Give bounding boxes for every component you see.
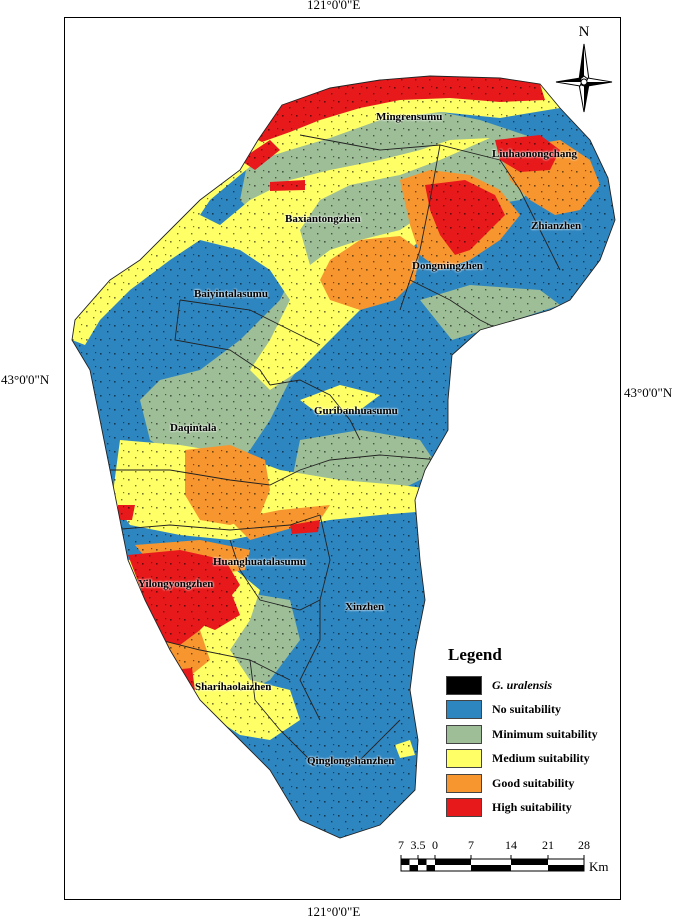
district-boundary: [399, 144, 441, 311]
legend-label: High suitability: [492, 800, 572, 815]
district-boundary: [499, 159, 561, 271]
place-label: Huanghuatalasumu: [213, 556, 306, 568]
district-boundary: [299, 134, 501, 161]
district-boundary: [299, 454, 441, 471]
legend-swatch: [446, 700, 482, 720]
scale-unit: Km: [589, 859, 609, 874]
scale-tick-label: 7: [468, 838, 474, 852]
legend-item: Good suitability: [446, 771, 618, 796]
right-latitude-label: 43°0'0"N: [624, 385, 673, 400]
legend-swatch: [446, 798, 482, 818]
district-boundary: [109, 514, 321, 531]
legend-item: Medium suitability: [446, 747, 618, 772]
place-label: Zhianzhen: [531, 220, 582, 232]
district-boundary: [229, 539, 321, 611]
place-label: Liuhaonongchang: [492, 148, 577, 160]
district-boundary: [269, 379, 361, 441]
legend-swatch: [446, 749, 482, 769]
scale-bar: 7 3.5 0 7 14 21 28 Km: [395, 838, 615, 878]
legend-item: Minimum suitability: [446, 722, 618, 747]
place-label: Qinglongshanzhen: [307, 755, 395, 767]
legend-swatch: [446, 675, 482, 695]
scale-tick-label: 14: [505, 838, 517, 852]
legend-label: Good suitability: [492, 775, 575, 790]
scale-tick-label: 21: [542, 838, 554, 852]
legend-title: Legend: [448, 645, 502, 664]
bottom-longitude-label: 121°0'0"E: [307, 904, 361, 919]
legend-label: Minimum suitability: [492, 726, 598, 741]
district-boundary: [174, 299, 271, 386]
scale-tick-label: 0: [432, 838, 438, 852]
place-label: Guribanhuasumu: [314, 405, 398, 417]
left-latitude-label: 43°0'0"N: [1, 372, 50, 387]
district-boundary: [409, 279, 501, 331]
region-outline: [71, 75, 616, 839]
scale-tick-label: 7: [398, 838, 404, 852]
legend-label: Medium suitability: [492, 751, 590, 766]
place-label: Sharihaolaizhen: [195, 681, 272, 693]
top-longitude-label: 121°0'0"E: [307, 0, 361, 12]
place-label: Xinzhen: [345, 601, 385, 613]
place-label: Dongmingzhen: [412, 260, 483, 272]
legend: Legend G. uralensis No suitability Minim…: [446, 645, 618, 820]
scale-tick-label: 28: [578, 838, 590, 852]
place-label: Yilongyongzhen: [138, 578, 214, 590]
legend-item: No suitability: [446, 698, 618, 723]
legend-label: G. uralensis: [492, 677, 553, 692]
district-boundary: [110, 469, 301, 486]
place-label: Baiyintalasumu: [194, 288, 268, 300]
district-boundary: [249, 659, 401, 761]
legend-swatch: [446, 724, 482, 744]
legend-item: G. uralensis: [446, 673, 618, 698]
legend-label: No suitability: [492, 702, 562, 717]
place-label: Mingrensumu: [376, 111, 443, 123]
legend-swatch: [446, 773, 482, 793]
place-label: Daqintala: [170, 422, 217, 434]
district-boundary: [179, 299, 321, 346]
north-letter: N: [578, 24, 590, 40]
legend-item: High suitability: [446, 796, 618, 821]
scale-bar-graphic: [400, 855, 585, 872]
district-boundary: [159, 639, 291, 681]
district-boundary: [299, 514, 331, 721]
north-arrow-icon: [555, 43, 613, 113]
north-arrow: N: [553, 24, 615, 116]
place-label: Baxiantongzhen: [285, 213, 361, 225]
scale-tick-label: 3.5: [410, 838, 426, 852]
